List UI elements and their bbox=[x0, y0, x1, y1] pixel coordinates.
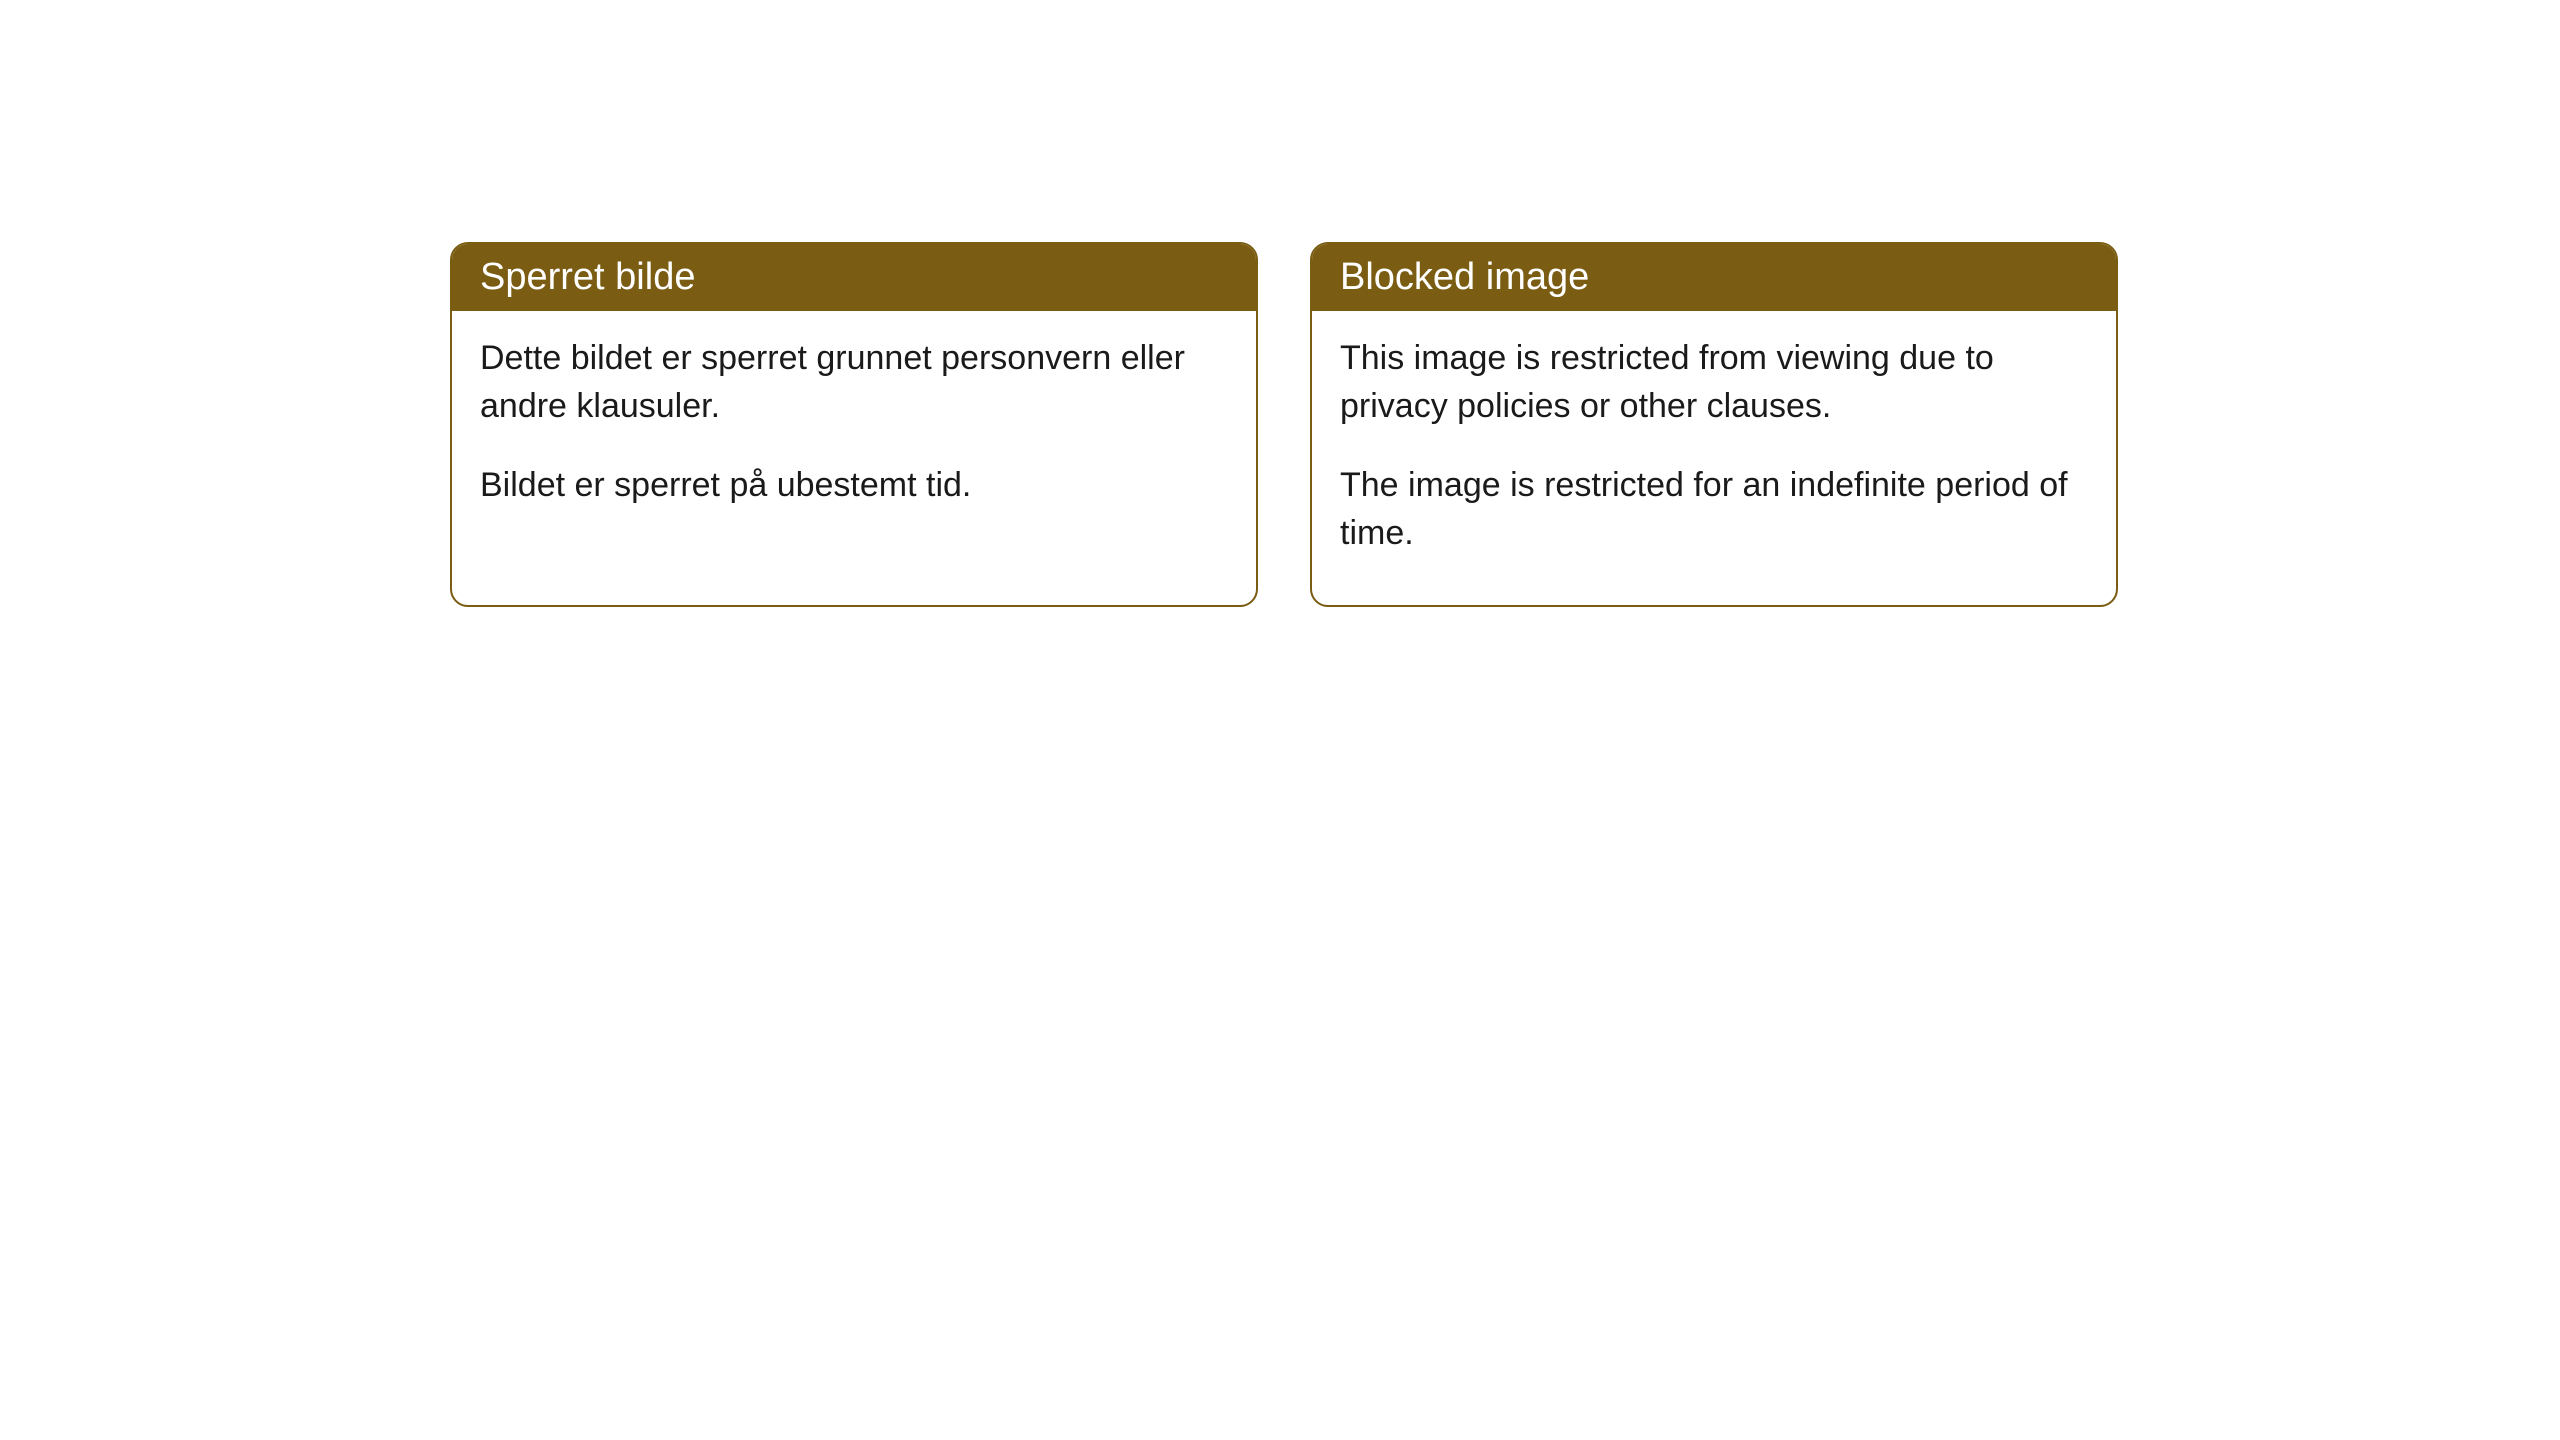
blocked-image-card-english: Blocked image This image is restricted f… bbox=[1310, 242, 2118, 607]
card-paragraph-1-english: This image is restricted from viewing du… bbox=[1340, 335, 2088, 430]
card-header-norwegian: Sperret bilde bbox=[452, 244, 1256, 311]
blocked-image-card-norwegian: Sperret bilde Dette bildet er sperret gr… bbox=[450, 242, 1258, 607]
card-body-norwegian: Dette bildet er sperret grunnet personve… bbox=[452, 311, 1256, 558]
card-paragraph-1-norwegian: Dette bildet er sperret grunnet personve… bbox=[480, 335, 1228, 430]
cards-container: Sperret bilde Dette bildet er sperret gr… bbox=[0, 0, 2560, 607]
card-header-english: Blocked image bbox=[1312, 244, 2116, 311]
card-paragraph-2-norwegian: Bildet er sperret på ubestemt tid. bbox=[480, 462, 1228, 510]
card-body-english: This image is restricted from viewing du… bbox=[1312, 311, 2116, 605]
card-paragraph-2-english: The image is restricted for an indefinit… bbox=[1340, 462, 2088, 557]
